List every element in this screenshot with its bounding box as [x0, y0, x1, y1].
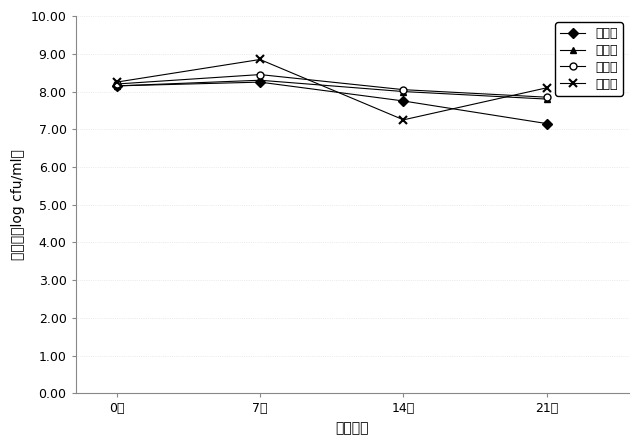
Line: 飲料１: 飲料１: [113, 78, 550, 127]
Line: 飲料２: 飲料２: [113, 77, 550, 103]
Line: 飲料３: 飲料３: [113, 71, 550, 101]
飲料２: [113, 83, 120, 89]
飲料４: [543, 85, 551, 91]
飲料４: [113, 79, 120, 85]
飲料１: [543, 121, 551, 126]
飲料２: [543, 96, 551, 102]
Line: 飲料４: 飲料４: [113, 55, 551, 124]
飲料２: [256, 78, 264, 83]
飲料１: [113, 83, 120, 89]
飲料３: [256, 72, 264, 77]
飲料１: [256, 79, 264, 85]
飲料３: [113, 81, 120, 87]
飲料４: [399, 117, 407, 123]
飲料１: [399, 98, 407, 103]
飲料４: [256, 57, 264, 62]
飲料３: [543, 95, 551, 100]
飲料３: [399, 87, 407, 92]
飲料２: [399, 89, 407, 94]
X-axis label: 保存日数: 保存日数: [335, 421, 369, 435]
Legend: 飲料１, 飲料２, 飲料３, 飲料４: 飲料１, 飲料２, 飲料３, 飲料４: [555, 22, 623, 95]
Y-axis label: 生菌数（log cfu/ml）: 生菌数（log cfu/ml）: [11, 149, 25, 260]
